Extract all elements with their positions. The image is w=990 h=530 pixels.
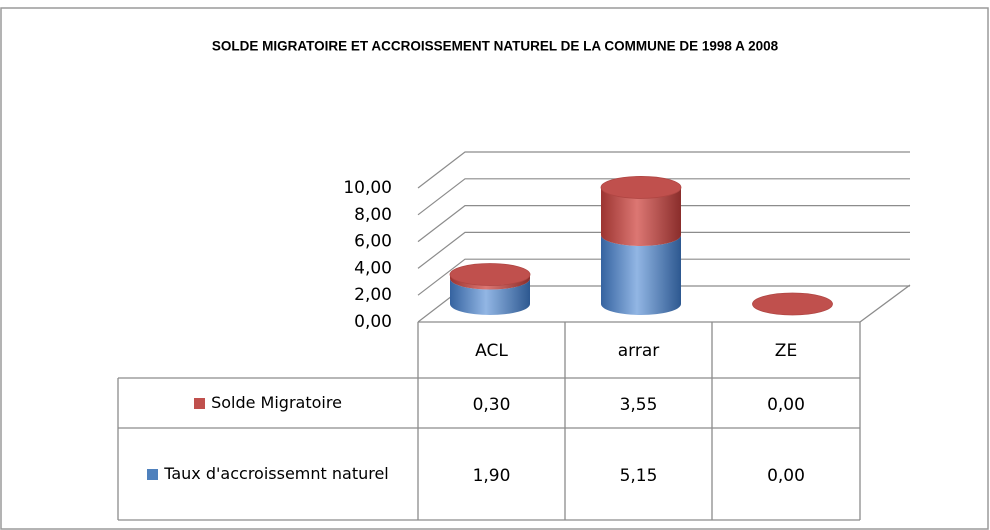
- data-table-value: 0,00: [767, 395, 805, 415]
- cylinder-segment: [450, 278, 530, 315]
- cylinder-segment: [601, 234, 681, 315]
- legend-entry: Taux d'accroissemnt naturel: [120, 428, 416, 520]
- y-tick-label: 10,00: [343, 178, 392, 198]
- x-tick-label: ZE: [775, 341, 797, 361]
- cylinder-segment: [450, 274, 530, 290]
- cylinder-cap: [449, 263, 531, 286]
- chart-title: SOLDE MIGRATOIRE ET ACCROISSEMENT NATURE…: [212, 39, 779, 54]
- frame: [0, 7, 989, 530]
- y-tick-label: 0,00: [354, 312, 392, 332]
- cylinder-cap: [600, 176, 682, 199]
- x-tick-label: ACL: [475, 341, 508, 361]
- data-table-value: 0,00: [767, 466, 805, 486]
- y-tick-label: 2,00: [354, 285, 392, 305]
- cylinder-segment: [601, 187, 681, 246]
- grid-line: [417, 178, 910, 216]
- grid-line: [417, 205, 910, 243]
- data-table-value: 3,55: [620, 395, 658, 415]
- floor-edge: [859, 284, 911, 323]
- x-tick-label: arrar: [618, 341, 660, 361]
- legend-cell: Taux d'accroissemnt naturel: [120, 428, 416, 520]
- legend-entry: Solde Migratoire: [120, 378, 416, 428]
- grid-line: [417, 258, 910, 296]
- data-table-value: 1,90: [473, 466, 511, 486]
- data-table-value: 0,30: [473, 395, 511, 415]
- legend-label: Taux d'accroissemnt naturel: [164, 464, 389, 483]
- legend-cell: Solde Migratoire: [120, 378, 416, 428]
- data-table-value: 5,15: [620, 466, 658, 486]
- y-tick-label: 6,00: [354, 232, 392, 252]
- legend-swatch: [194, 397, 206, 409]
- grid-line: [417, 151, 910, 189]
- y-tick-label: 8,00: [354, 205, 392, 225]
- grid-line: [417, 231, 910, 269]
- data-table: [117, 322, 861, 521]
- legend-swatch: [147, 468, 159, 480]
- y-tick-label: 4,00: [354, 258, 392, 278]
- legend-label: Solde Migratoire: [211, 393, 342, 412]
- cylinder-cap: [752, 292, 833, 316]
